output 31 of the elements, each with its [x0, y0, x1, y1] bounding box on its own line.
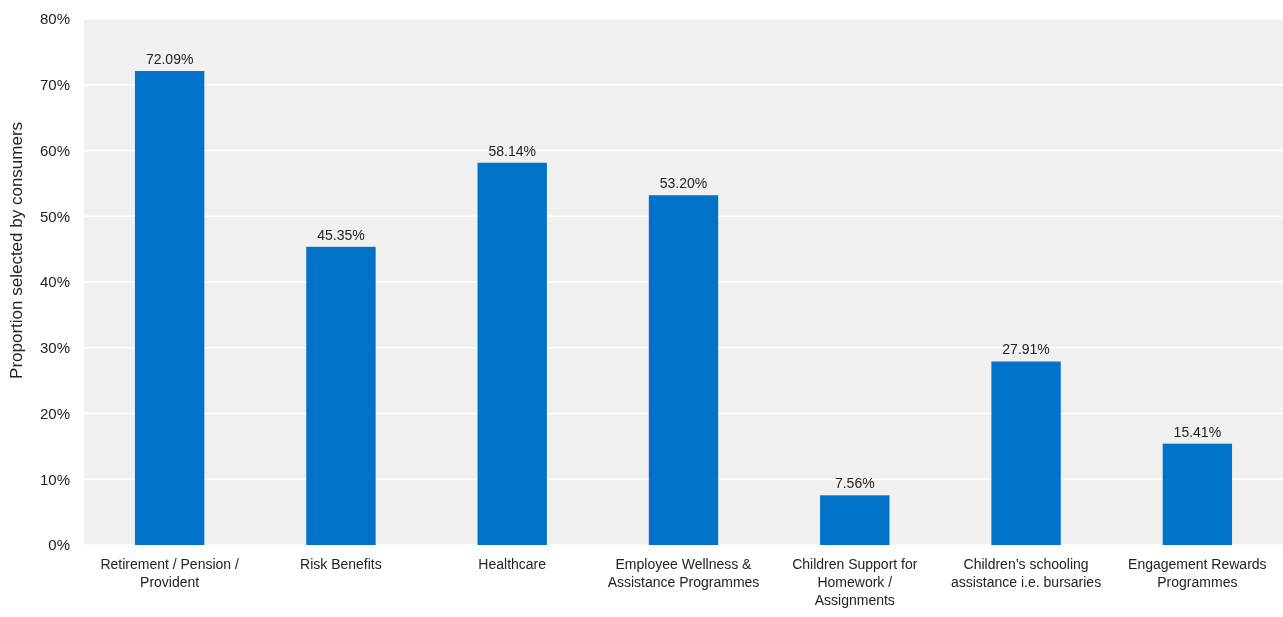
data-label: 58.14%	[488, 142, 536, 159]
y-tick-label: 0%	[48, 536, 70, 554]
x-tick-label: Engagement Rewards Programmes	[1128, 556, 1267, 591]
x-tick-label: Retirement / Pension / Provident	[100, 556, 240, 591]
x-tick-label: Risk Benefits	[300, 556, 382, 572]
bar	[1162, 443, 1233, 545]
y-tick-label: 70%	[39, 76, 70, 94]
x-tick-label: Children’s schooling assistance i.e. bursaries	[950, 556, 1102, 591]
data-label: 72.09%	[145, 51, 194, 68]
y-axis-title: Proportion selected by consumers	[7, 121, 26, 379]
bar	[648, 195, 719, 545]
y-tick-label: 30%	[39, 339, 70, 357]
y-tick-label: 50%	[39, 207, 70, 225]
bar	[306, 246, 376, 545]
y-tick-label: 60%	[39, 141, 70, 159]
y-tick-label: 10%	[39, 470, 70, 488]
data-label: 7.56%	[834, 475, 875, 492]
data-label: 15.41%	[1173, 423, 1222, 440]
x-tick-label: Employee Wellness & Assistance Programmes	[607, 556, 760, 591]
data-label: 27.91%	[1002, 341, 1050, 358]
y-tick-label: 80%	[39, 10, 70, 28]
y-tick-label: 20%	[39, 404, 70, 422]
x-tick-label: Children Support for Homework / Assignments	[792, 556, 918, 609]
y-tick-label: 40%	[39, 273, 70, 291]
data-label: 53.20%	[659, 175, 708, 192]
bar	[820, 495, 890, 545]
bar	[991, 361, 1061, 545]
bar	[134, 71, 205, 545]
data-label: 45.35%	[317, 226, 365, 243]
x-tick-label: Healthcare	[478, 556, 547, 572]
bar	[477, 162, 547, 545]
